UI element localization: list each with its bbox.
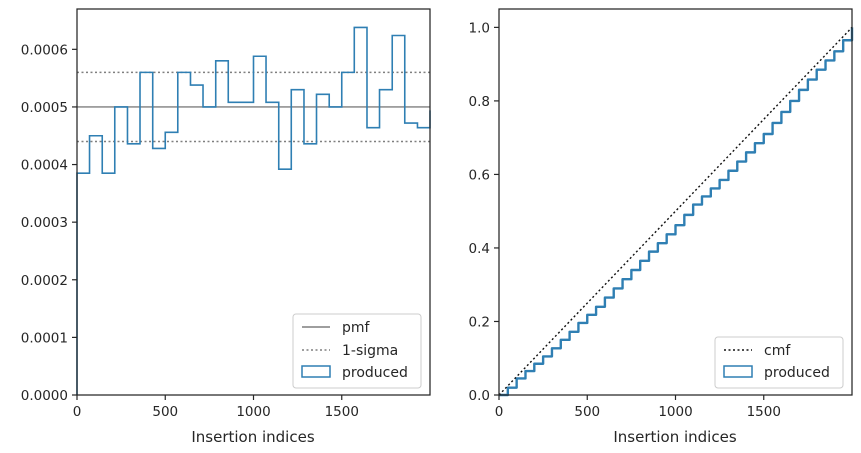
legend-pmf-label: pmf bbox=[342, 320, 371, 336]
right-ytick-label: 0.6 bbox=[469, 167, 490, 183]
right-xtick-label: 1000 bbox=[658, 404, 692, 420]
legend-produced-swatch bbox=[301, 365, 331, 378]
right-ytick-label: 1.0 bbox=[469, 20, 490, 36]
right-legend: cmf produced bbox=[714, 336, 844, 389]
right-ytick-label: 0.8 bbox=[469, 94, 490, 110]
produced-histogram bbox=[76, 26, 431, 395]
left-plot-area bbox=[76, 26, 431, 395]
right-xtick-label: 0 bbox=[495, 404, 504, 420]
left-x-ticks: 0 500 1000 1500 bbox=[73, 395, 359, 420]
left-xtick-label: 1000 bbox=[236, 404, 270, 420]
left-ytick-label: 0.0004 bbox=[21, 158, 68, 174]
left-legend-box bbox=[292, 313, 422, 389]
right-ytick-label: 0.4 bbox=[469, 241, 490, 257]
right-y-ticks: 0.0 0.2 0.4 0.6 0.8 1.0 bbox=[469, 20, 499, 404]
right-xtick-label: 500 bbox=[574, 404, 600, 420]
cmf-line bbox=[498, 26, 853, 396]
left-x-axis-label: Insertion indices bbox=[191, 428, 314, 446]
left-ytick-label: 0.0005 bbox=[21, 100, 68, 116]
right-panel-cumulative: 0 500 1000 1500 0.0 0.2 0.4 0.6 0.8 1.0 Insertio… bbox=[469, 8, 854, 446]
left-ytick-label: 0.0006 bbox=[21, 42, 68, 58]
legend-cmf-label: cmf bbox=[764, 343, 791, 359]
produced-cumulative bbox=[499, 27, 854, 397]
legend-produced-label: produced bbox=[342, 365, 408, 381]
right-plot-area bbox=[498, 26, 854, 397]
right-ytick-label: 0.2 bbox=[469, 314, 490, 330]
left-ytick-label: 0.0000 bbox=[21, 388, 68, 404]
right-ytick-label: 0.0 bbox=[469, 388, 490, 404]
left-ytick-label: 0.0003 bbox=[21, 215, 68, 231]
left-legend: pmf 1-sigma produced bbox=[292, 313, 422, 389]
left-y-ticks: 0.0000 0.0001 0.0002 0.0003 0.0004 0.0005 0.00… bbox=[21, 42, 77, 404]
legend-sigma-label: 1-sigma bbox=[342, 343, 398, 359]
left-panel-histogram: 0 500 1000 1500 0.00000.00010.00020.00030.0… bbox=[21, 8, 431, 446]
legend-produced-swatch-right bbox=[723, 365, 753, 378]
left-xtick-label: 1500 bbox=[325, 404, 359, 420]
left-ytick-label: 0.0002 bbox=[21, 273, 68, 289]
right-x-ticks: 0 500 1000 1500 bbox=[495, 395, 781, 420]
legend-produced-label-right: produced bbox=[764, 365, 830, 381]
left-ytick-label: 0.0001 bbox=[21, 330, 68, 346]
right-xtick-label: 1500 bbox=[747, 404, 781, 420]
left-xtick-label: 0 bbox=[73, 404, 82, 420]
right-x-axis-label: Insertion indices bbox=[613, 428, 736, 446]
left-xtick-label: 500 bbox=[152, 404, 178, 420]
